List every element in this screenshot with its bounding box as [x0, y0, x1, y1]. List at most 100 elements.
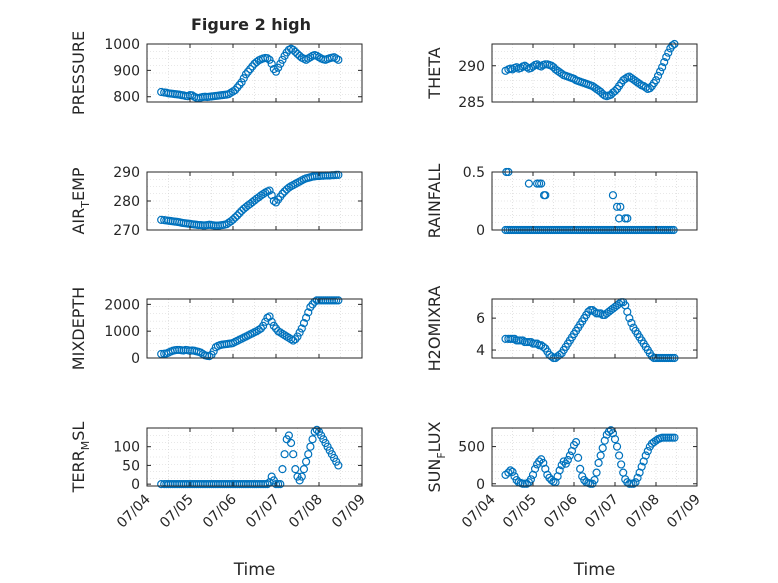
data-point	[625, 314, 634, 323]
subplot-1: 800 900 1000 PRESSURE	[69, 31, 363, 115]
y-tick-label: 100	[113, 440, 140, 456]
data-point	[559, 457, 568, 466]
data-point	[302, 313, 311, 322]
data-point	[276, 328, 285, 337]
y-axis-label: THETA	[425, 47, 444, 99]
data-point	[539, 342, 548, 351]
data-point	[231, 86, 240, 95]
data-point	[612, 202, 622, 211]
data-point	[332, 54, 341, 63]
data-point	[312, 425, 321, 434]
data-point	[233, 83, 242, 92]
data-point	[645, 84, 654, 93]
data-point	[608, 191, 618, 200]
data-point	[269, 196, 278, 206]
data-point	[306, 442, 315, 451]
data-point	[280, 331, 289, 340]
data-point	[596, 309, 605, 318]
data-point	[658, 63, 667, 72]
y-tick-label: 6	[476, 311, 485, 327]
data-point	[261, 480, 270, 489]
data-point	[263, 313, 272, 322]
y-tick-label: 800	[113, 90, 140, 106]
data-point	[308, 300, 317, 309]
data-point	[226, 88, 235, 97]
data-point	[617, 460, 626, 469]
data-point	[233, 211, 242, 220]
grid	[146, 428, 363, 486]
axes-box	[491, 298, 698, 359]
data-point	[334, 296, 343, 305]
axes-box	[146, 43, 363, 103]
data-point	[516, 63, 525, 73]
data-point	[528, 62, 538, 71]
data-point	[252, 57, 261, 67]
data-point	[302, 457, 311, 466]
data-point	[256, 324, 266, 333]
data-point	[302, 55, 311, 64]
data-point	[522, 479, 531, 488]
data-point	[641, 83, 650, 92]
data-point	[655, 67, 665, 76]
data-point	[668, 41, 677, 50]
data-point	[584, 307, 593, 316]
data-point	[271, 480, 281, 489]
y-tick-label: 0	[476, 223, 485, 239]
data-point	[276, 480, 285, 489]
data-point	[312, 51, 321, 60]
data-point	[594, 458, 603, 468]
y-tick-label: 270	[113, 223, 140, 239]
data-point	[293, 332, 302, 341]
y-tick-label: 900	[113, 63, 140, 79]
data-point	[265, 312, 274, 321]
data-point	[565, 451, 575, 460]
data-point	[231, 213, 240, 222]
axes-box	[491, 171, 698, 231]
data-point	[332, 170, 341, 179]
y-tick-label: 1000	[104, 324, 140, 340]
data-point	[623, 214, 632, 223]
plot-area	[147, 44, 362, 102]
data-point	[334, 170, 343, 179]
data-point	[633, 473, 642, 482]
data-point	[239, 74, 248, 83]
data-point	[610, 87, 620, 96]
subplot-3: 270 280 290 AIRTEMP	[69, 165, 363, 239]
data-point	[284, 183, 293, 192]
y-tick-label: 285	[458, 95, 485, 111]
data-point	[274, 327, 283, 336]
data-point	[259, 189, 268, 199]
data-point	[259, 321, 268, 330]
data-point	[653, 71, 663, 81]
markers	[501, 426, 679, 488]
data-point	[269, 64, 278, 74]
y-axis-label: MIXDEPTH	[69, 287, 88, 370]
markers	[157, 170, 343, 230]
data-point	[274, 480, 283, 489]
y-tick-label: 0	[476, 477, 485, 493]
data-point	[274, 63, 283, 72]
x-axis-label: Time	[233, 560, 276, 580]
data-point	[592, 468, 601, 477]
data-point	[530, 464, 540, 473]
data-point	[547, 352, 556, 361]
data-point	[643, 446, 652, 456]
figure-title: Figure 2 high	[191, 15, 311, 34]
data-point	[334, 55, 343, 64]
data-point	[596, 451, 605, 460]
y-tick-label: 50	[122, 458, 140, 474]
data-point	[265, 55, 274, 64]
y-axis-label: SUNFLUX	[425, 421, 448, 492]
data-point	[555, 466, 564, 475]
data-point	[304, 450, 313, 459]
data-point	[576, 464, 585, 473]
data-point	[291, 465, 300, 474]
data-point	[332, 296, 341, 305]
data-point	[590, 475, 599, 485]
axes-box	[491, 427, 698, 487]
data-point	[269, 321, 278, 330]
data-point	[235, 80, 244, 89]
y-axis-label: H2OMIXRA	[425, 286, 444, 372]
data-point	[598, 443, 607, 453]
data-point	[508, 65, 517, 74]
